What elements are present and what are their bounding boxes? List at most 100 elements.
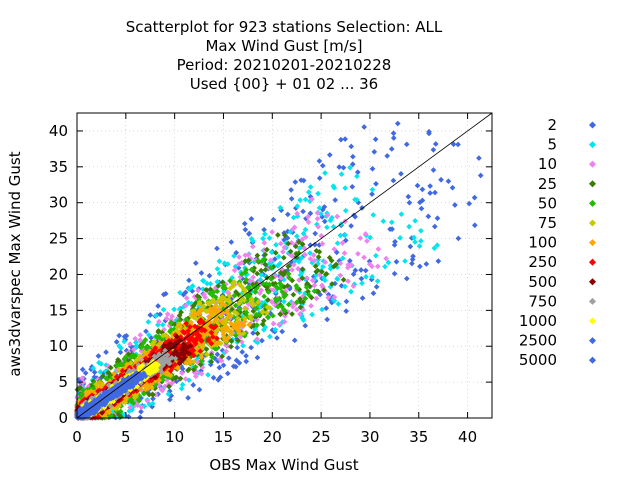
data-point [373,180,379,187]
data-point [165,391,172,397]
data-point [289,267,295,273]
data-point [361,254,367,261]
data-point [79,366,86,373]
data-point [246,231,252,237]
data-point [277,269,284,276]
data-point [384,153,391,159]
data-point [132,335,138,342]
data-point [338,171,345,177]
data-point [280,248,286,255]
data-point [276,321,282,328]
data-point [324,224,330,231]
data-point [319,282,325,289]
data-point [427,190,433,196]
data-point [178,309,184,316]
data-point [340,164,347,171]
data-point [340,276,347,283]
data-point [370,212,377,218]
data-point [315,190,321,197]
data-point [382,263,388,270]
data-point [272,250,279,256]
data-point [407,243,414,250]
data-point [178,385,185,392]
data-point [434,215,441,222]
data-point [254,270,261,277]
data-point [236,254,242,260]
data-point [215,283,222,289]
data-point [313,272,320,278]
data-point [159,377,166,383]
data-point [214,265,221,272]
data-point [155,303,161,309]
data-point [417,263,423,270]
data-point [305,219,312,226]
data-point [414,182,421,189]
data-point [315,223,322,230]
data-point [205,372,211,378]
data-point [322,170,328,176]
data-point [310,252,317,259]
data-point [431,223,438,230]
data-point [373,284,380,290]
data-point [282,288,289,295]
data-point [177,375,184,382]
data-point [411,234,417,241]
data-point [138,404,145,411]
data-point [192,299,199,306]
data-point [262,261,269,268]
data-point [153,312,159,319]
data-point [318,233,325,239]
data-point [337,232,344,239]
data-point [418,238,424,244]
data-point [316,158,323,164]
data-point [297,304,304,311]
data-point [262,251,269,258]
data-point [416,243,423,249]
data-point [198,270,205,276]
title-line: Period: 20210201-20210228 [177,56,392,74]
data-point [299,275,306,281]
data-point [272,326,279,333]
data-point [195,287,201,294]
data-point [216,258,223,265]
data-point [370,290,377,297]
data-point [471,194,478,201]
data-point [402,258,408,264]
data-point [254,354,261,361]
data-point [290,261,297,268]
data-point [196,386,203,393]
data-point [331,294,338,300]
data-point [274,335,280,341]
data-point [258,287,264,294]
data-point [477,172,484,179]
data-point [409,256,416,263]
data-point [260,235,266,242]
data-point [121,338,128,345]
data-point [394,120,401,127]
data-point [239,349,246,355]
data-point [383,255,389,262]
data-point [118,345,124,351]
data-point [419,186,426,193]
data-point [302,196,309,203]
data-point [179,370,185,376]
data-point [145,319,152,325]
data-point [285,263,292,270]
data-point [156,318,162,325]
data-point [144,397,151,404]
data-point [337,272,344,279]
data-point [267,257,274,264]
data-point [342,237,349,244]
data-point [186,366,192,373]
data-point [409,260,415,267]
data-point [305,214,311,220]
data-point [254,252,261,259]
data-point [373,252,379,259]
data-point [466,200,473,207]
data-point [270,281,276,287]
data-point [231,253,237,259]
data-point [325,294,332,301]
data-point [423,261,430,267]
data-point [117,349,124,356]
data-point [290,226,296,232]
